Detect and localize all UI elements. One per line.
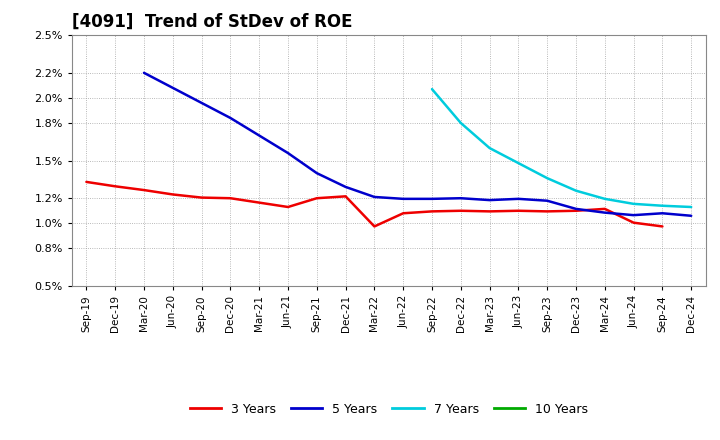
7 Years: [514, 161, 523, 166]
3 Years: [629, 220, 638, 225]
3 Years: [514, 208, 523, 213]
3 Years: [140, 187, 148, 193]
Line: 5 Years: 5 Years: [144, 73, 691, 216]
5 Years: [399, 196, 408, 202]
5 Years: [341, 184, 350, 190]
7 Years: [687, 204, 696, 209]
5 Years: [456, 195, 465, 201]
5 Years: [543, 198, 552, 203]
7 Years: [543, 176, 552, 181]
7 Years: [600, 196, 609, 202]
3 Years: [226, 195, 235, 201]
3 Years: [82, 179, 91, 184]
7 Years: [629, 201, 638, 206]
3 Years: [284, 204, 292, 209]
3 Years: [399, 211, 408, 216]
3 Years: [572, 208, 580, 213]
3 Years: [312, 195, 321, 201]
3 Years: [658, 224, 667, 229]
3 Years: [111, 183, 120, 189]
Line: 7 Years: 7 Years: [432, 89, 691, 207]
3 Years: [341, 194, 350, 199]
Line: 3 Years: 3 Years: [86, 182, 662, 227]
5 Years: [687, 213, 696, 218]
5 Years: [600, 210, 609, 215]
Legend: 3 Years, 5 Years, 7 Years, 10 Years: 3 Years, 5 Years, 7 Years, 10 Years: [184, 398, 593, 421]
3 Years: [255, 200, 264, 205]
5 Years: [572, 206, 580, 212]
7 Years: [658, 203, 667, 209]
5 Years: [514, 196, 523, 202]
3 Years: [456, 208, 465, 213]
3 Years: [370, 224, 379, 229]
5 Years: [140, 70, 148, 75]
3 Years: [197, 195, 206, 200]
7 Years: [485, 145, 494, 150]
3 Years: [485, 209, 494, 214]
5 Years: [197, 100, 206, 106]
5 Years: [312, 170, 321, 176]
5 Years: [255, 133, 264, 138]
3 Years: [600, 206, 609, 212]
7 Years: [572, 188, 580, 193]
5 Years: [629, 213, 638, 218]
3 Years: [543, 209, 552, 214]
7 Years: [456, 120, 465, 126]
5 Years: [485, 198, 494, 203]
Text: [4091]  Trend of StDev of ROE: [4091] Trend of StDev of ROE: [72, 13, 353, 31]
5 Years: [168, 85, 177, 91]
7 Years: [428, 87, 436, 92]
5 Years: [284, 150, 292, 156]
5 Years: [428, 196, 436, 202]
5 Years: [370, 194, 379, 200]
5 Years: [658, 211, 667, 216]
5 Years: [226, 115, 235, 121]
3 Years: [168, 192, 177, 197]
3 Years: [428, 209, 436, 214]
